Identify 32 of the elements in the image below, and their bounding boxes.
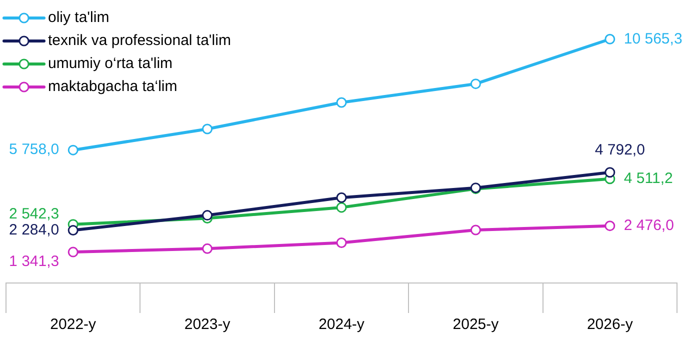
point	[68, 246, 78, 258]
point	[202, 124, 213, 134]
point	[470, 224, 481, 236]
data-label: 2 284,0	[9, 221, 60, 238]
x-tick-label: 2025-y	[452, 316, 500, 334]
x-tick-label: 2022-y	[50, 316, 97, 334]
point	[604, 167, 616, 178]
data-label: 5 758,0	[9, 141, 60, 158]
data-label: 4 792,0	[594, 142, 645, 159]
point	[604, 220, 616, 232]
point	[336, 202, 347, 213]
data-label: 2 542,3	[9, 205, 60, 222]
point	[336, 192, 347, 203]
data-label: 10 565,3	[624, 30, 682, 48]
data-label: 1 341,3	[9, 253, 60, 270]
point	[470, 78, 481, 90]
x-tick-label: 2026-y	[586, 316, 634, 334]
point	[202, 243, 213, 254]
point	[336, 97, 347, 108]
point	[336, 238, 347, 248]
legend-label: oliy ta'lim	[48, 9, 110, 26]
point	[604, 34, 616, 44]
x-tick-label: 2024-y	[318, 316, 365, 334]
legend-label: maktabgacha ta‘lim	[48, 78, 178, 96]
point	[68, 225, 78, 236]
legend-label: umumiy o‘rta ta'lim	[48, 55, 173, 72]
data-label: 2 476,0	[624, 216, 674, 234]
point	[202, 210, 213, 221]
data-label: 4 511,2	[624, 170, 673, 188]
legend-label: texnik va professional ta'lim	[48, 32, 231, 50]
point	[68, 144, 78, 156]
x-tick-label: 2023-y	[184, 316, 231, 334]
